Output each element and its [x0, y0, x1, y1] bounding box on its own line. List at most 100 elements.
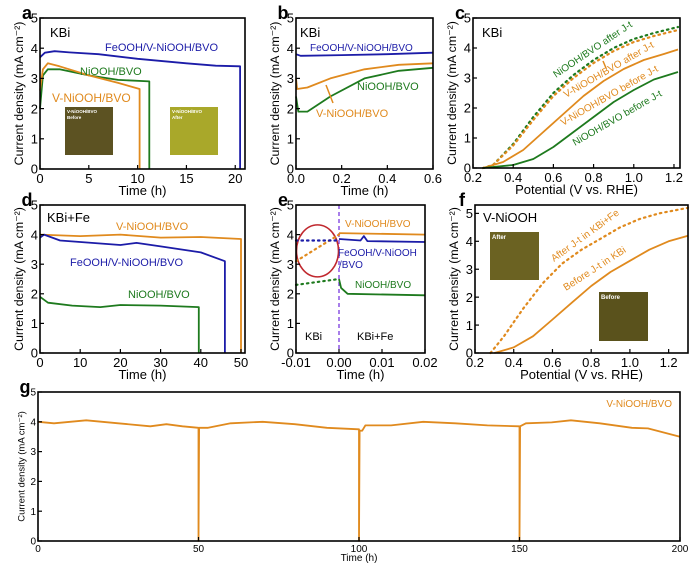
- x-tick-label: 100: [351, 544, 368, 555]
- annotation-label: KBi: [482, 25, 502, 40]
- x-tick-label: 0.4: [505, 355, 523, 370]
- series-line: [295, 62, 434, 90]
- annotation-label: V-NiOOH/BVO: [316, 108, 389, 120]
- x-tick-label: 0.02: [412, 355, 437, 370]
- y-tick-label: 5: [464, 11, 471, 26]
- inset-photo: [65, 107, 113, 155]
- x-tick-label: 0.0: [287, 171, 305, 186]
- y-tick-label: 1: [287, 316, 294, 331]
- arrow-pointer: [602, 60, 607, 69]
- annotation-label: NiOOH/BVO: [355, 280, 411, 291]
- x-tick-label: 5: [85, 171, 92, 186]
- series-line: [338, 278, 426, 297]
- y-tick-label: 0: [287, 346, 294, 361]
- series-line: [39, 68, 151, 169]
- series-line: [482, 48, 679, 169]
- y-tick-label: 4: [466, 234, 473, 249]
- y-tick-label: 4: [287, 227, 294, 242]
- panel-letter: d: [22, 190, 33, 210]
- x-tick-label: 0.00: [326, 355, 351, 370]
- y-tick-label: 1: [30, 507, 36, 518]
- x-tick-label: 0.4: [378, 171, 396, 186]
- y-tick-label: 5: [31, 11, 38, 26]
- plot-frame: [39, 17, 246, 170]
- panel-letter: e: [278, 190, 288, 210]
- plot-frame: [474, 204, 689, 354]
- x-axis-label: Potential (V vs. RHE): [520, 367, 643, 382]
- panel-e: -0.01 0.00 0.01 0.02 0 1 2 3 4 5 Time (h) Current d…: [268, 190, 438, 382]
- x-tick-label: 40: [194, 355, 208, 370]
- x-tick-label: -0.01: [281, 355, 311, 370]
- x-tick-label: 1.0: [621, 355, 639, 370]
- y-tick-label: 0: [31, 162, 38, 177]
- y-tick-label: 2: [464, 101, 471, 116]
- plot-frame: [295, 204, 426, 354]
- x-tick-label: 1.2: [660, 355, 678, 370]
- series-line: [481, 28, 680, 170]
- plot-frame: [39, 204, 246, 354]
- series-line: [338, 232, 426, 236]
- x-tick-label: 15: [179, 171, 193, 186]
- panel-g: 0 50 100 150 200 0 1 2 3 4 5 Time (h) Current densit…: [17, 377, 689, 564]
- annotation-label: FeOOH/V-NiOOH/BVO: [105, 42, 219, 54]
- annotation-label: /BVO: [339, 260, 363, 271]
- x-tick-label: 20: [228, 171, 242, 186]
- x-tick-label: 0.8: [585, 170, 603, 185]
- y-tick-label: 0: [287, 162, 294, 177]
- y-tick-label: 3: [464, 71, 471, 86]
- x-tick-label: 1.2: [665, 170, 683, 185]
- y-tick-label: 4: [287, 41, 294, 56]
- inset-photo: [599, 292, 648, 341]
- y-tick-label: 3: [30, 447, 36, 458]
- annotation-label: KBi: [50, 25, 70, 40]
- x-tick-label: 20: [113, 355, 127, 370]
- y-tick-label: 1: [464, 131, 471, 146]
- panel-c: 0.2 0.4 0.6 0.8 1.0 1.2 0 1 2 3 4 5 Potential (V vs.…: [445, 3, 683, 197]
- y-tick-label: 2: [466, 290, 473, 305]
- y-tick-label: 2: [31, 286, 38, 301]
- annotation-label: NiOOH/BVO: [80, 66, 142, 78]
- x-tick-label: 0.4: [504, 170, 522, 185]
- y-tick-label: 1: [287, 131, 294, 146]
- y-tick-label: 2: [31, 101, 38, 116]
- x-tick-label: 0.6: [544, 170, 562, 185]
- annotation-label: NiOOH/BVO: [128, 289, 190, 301]
- inset-title: V-NiOOH/BVO: [172, 109, 203, 114]
- series-line: [295, 51, 434, 57]
- y-tick-label: 0: [466, 346, 473, 361]
- x-tick-label: 150: [511, 544, 528, 555]
- y-tick-label: 5: [287, 11, 294, 26]
- x-axis-label: Time (h): [337, 367, 385, 382]
- x-tick-label: 50: [234, 355, 248, 370]
- y-tick-label: 0: [30, 537, 36, 548]
- annotation-label: FeOOH/V-NiOOH/BVO: [310, 43, 413, 54]
- series-line: [39, 233, 226, 353]
- y-tick-label: 2: [287, 286, 294, 301]
- highlight-ellipse: [295, 224, 340, 278]
- annotation-label: V-NiOOH: [483, 210, 537, 225]
- y-axis-label: Current density (mA cm⁻²): [12, 207, 26, 351]
- x-tick-label: 0.2: [464, 170, 482, 185]
- y-tick-label: 3: [287, 71, 294, 86]
- y-tick-label: 4: [30, 417, 36, 428]
- panel-f: After Before 0.2 0.4 0.6 0.8 1.0 1.2 0 1 2 3 4 5 Poten…: [447, 190, 690, 382]
- x-tick-label: 0.2: [333, 171, 351, 186]
- x-tick-label: 1.0: [625, 170, 643, 185]
- x-tick-label: 200: [672, 544, 689, 555]
- panel-letter: b: [278, 3, 289, 23]
- x-axis-label: Time (h): [119, 183, 167, 198]
- x-axis-label: Potential (V vs. RHE): [515, 182, 638, 197]
- y-tick-label: 4: [31, 41, 38, 56]
- annotation-label: FeOOH/V-NiOOH: [338, 248, 417, 259]
- series-line: [494, 234, 689, 354]
- x-tick-label: 0.6: [543, 355, 561, 370]
- x-tick-label: 50: [193, 544, 205, 555]
- y-axis-label: Current density (mA cm⁻²): [447, 207, 461, 351]
- y-axis-label: Current density (mA cm⁻²): [268, 22, 282, 166]
- series-line: [481, 25, 680, 170]
- x-tick-label: 0: [36, 171, 43, 186]
- plot-frame: [472, 17, 681, 169]
- y-axis-label: Current density (mA cm⁻²): [445, 21, 459, 165]
- annotation-label: KBi: [300, 25, 320, 40]
